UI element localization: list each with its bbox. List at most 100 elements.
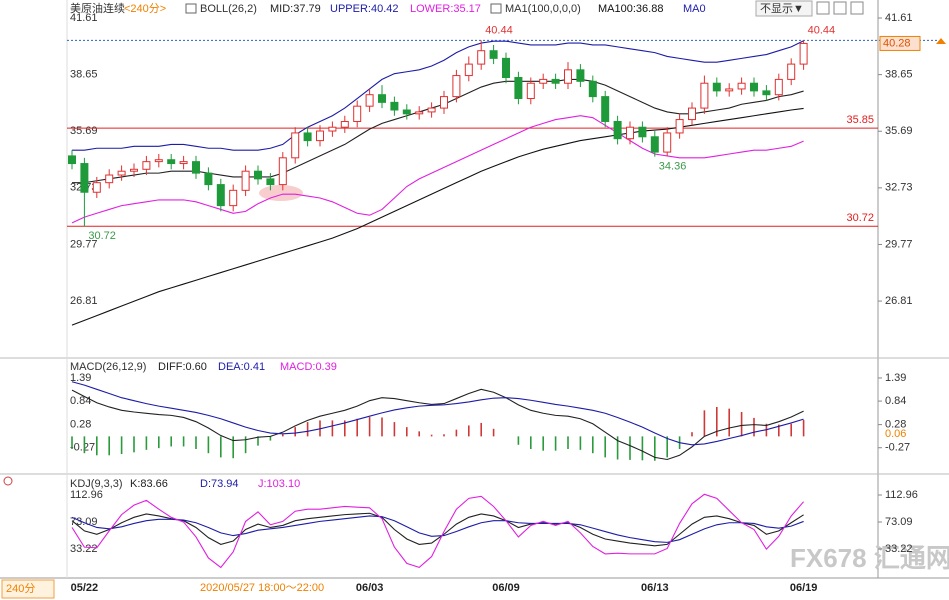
period: <240分>	[124, 2, 166, 15]
legend-entry: MA100:36.88	[598, 3, 663, 15]
candle-body	[613, 120, 622, 140]
candle-body	[68, 155, 76, 165]
period-selector[interactable]	[1, 579, 55, 599]
y-tick-label: 29.77	[70, 238, 98, 250]
watermark: FX678 汇通网	[790, 543, 949, 573]
y-tick-label-right: 35.69	[885, 125, 913, 137]
legend-entry: DIFF:0.60	[158, 361, 207, 373]
candle-body	[588, 80, 597, 98]
candle-body	[564, 69, 572, 84]
hide-button[interactable]	[755, 0, 813, 17]
y-tick-label-right: 1.39	[885, 372, 906, 384]
x-tick-label: 06/13	[641, 582, 669, 594]
candle-body	[154, 159, 163, 163]
y-tick-label: 0.84	[70, 395, 91, 407]
candle-body	[167, 159, 176, 165]
indicator-line	[71, 493, 805, 569]
indicator-line	[71, 381, 804, 446]
candle-body	[254, 170, 262, 180]
price-box	[879, 35, 921, 51]
candle-body	[105, 174, 114, 184]
legend-entry: D:73.94	[200, 478, 239, 490]
candle-body	[278, 157, 287, 186]
indicator-line	[71, 388, 804, 461]
candle-body	[650, 136, 659, 153]
candle-body	[427, 107, 436, 113]
y-tick-label-right: 26.81	[885, 295, 913, 307]
y-tick-label-right: -0.27	[885, 442, 910, 454]
candle-body	[378, 94, 386, 103]
candle-body	[316, 130, 324, 142]
candle-body	[328, 126, 337, 132]
candle-body	[489, 50, 498, 59]
y-tick-label: 38.65	[70, 69, 98, 81]
candle-body	[514, 76, 523, 100]
candle-body	[626, 126, 634, 140]
y-tick-label: 41.61	[70, 12, 98, 24]
candle-body	[204, 172, 213, 186]
candle-body	[241, 170, 250, 191]
current-price: 40.28	[883, 37, 911, 49]
candle-body	[92, 182, 101, 193]
cursor-time: 2020/05/27 18:00～22:00	[200, 582, 324, 594]
legend-entry: DEA:0.41	[218, 361, 265, 373]
candle-body	[130, 168, 138, 172]
candle-body	[663, 132, 672, 153]
y-tick-label: 26.81	[70, 295, 98, 307]
y-tick-label-right: 112.96	[885, 489, 918, 501]
icon[interactable]	[490, 3, 502, 14]
candle-body	[415, 111, 424, 115]
tool-icon[interactable]	[850, 1, 864, 15]
candle-body	[601, 96, 610, 122]
ma-zero-label: MA0	[683, 3, 706, 15]
y-tick-label-right: 0.84	[885, 395, 906, 407]
x-tick-label: 06/09	[492, 582, 520, 594]
price-arrow	[936, 38, 946, 44]
candle-body	[712, 82, 721, 92]
support-label: 30.72	[846, 212, 874, 224]
indicator-line	[71, 512, 804, 547]
indicator-line	[71, 115, 804, 224]
candle-body	[787, 63, 796, 80]
tool-icon[interactable]	[816, 1, 830, 15]
settings-icon[interactable]	[3, 476, 13, 486]
legend-entry: K:83.66	[130, 478, 168, 490]
legend-entry: MACD:0.39	[280, 361, 337, 373]
extreme-label: 40.44	[485, 24, 513, 36]
ma-title: MA1(100,0,0,0)	[505, 3, 581, 15]
candle-body	[192, 161, 200, 174]
candle-body	[700, 82, 709, 109]
indicator-title: BOLL(26,2)	[200, 3, 257, 15]
highlight	[259, 185, 303, 201]
candle-body	[179, 161, 188, 165]
extreme-label: 34.36	[659, 161, 687, 173]
candle-body	[291, 132, 300, 159]
candle-body	[142, 161, 151, 170]
candle-body	[464, 63, 473, 77]
candle-body	[452, 75, 461, 98]
candle-body	[774, 78, 783, 96]
y-tick-label: -0.27	[70, 442, 95, 454]
legend-entry: UPPER:40.42	[330, 3, 398, 15]
candle-body	[402, 109, 411, 115]
legend-entry: LOWER:35.17	[410, 3, 481, 15]
candle-body	[526, 82, 535, 100]
y-tick-label-right: 29.77	[885, 238, 913, 250]
candle-body	[539, 78, 548, 84]
candle-body	[502, 57, 510, 78]
candle-body	[440, 96, 448, 109]
y-tick-label-right: 0.28	[885, 419, 906, 431]
candle-body	[551, 78, 560, 84]
candle-body	[353, 105, 362, 122]
candle-body	[688, 107, 696, 121]
extreme-label: 40.44	[808, 24, 836, 36]
candle-body	[117, 170, 126, 176]
y-tick-label: 112.96	[70, 489, 103, 501]
hide-button-label: 不显示▼	[760, 2, 804, 15]
tool-icon[interactable]	[833, 1, 847, 15]
icon[interactable]	[185, 3, 197, 14]
candle-body	[725, 88, 734, 92]
y-tick-label-right: 73.09	[885, 516, 913, 528]
candle-body	[390, 101, 399, 111]
